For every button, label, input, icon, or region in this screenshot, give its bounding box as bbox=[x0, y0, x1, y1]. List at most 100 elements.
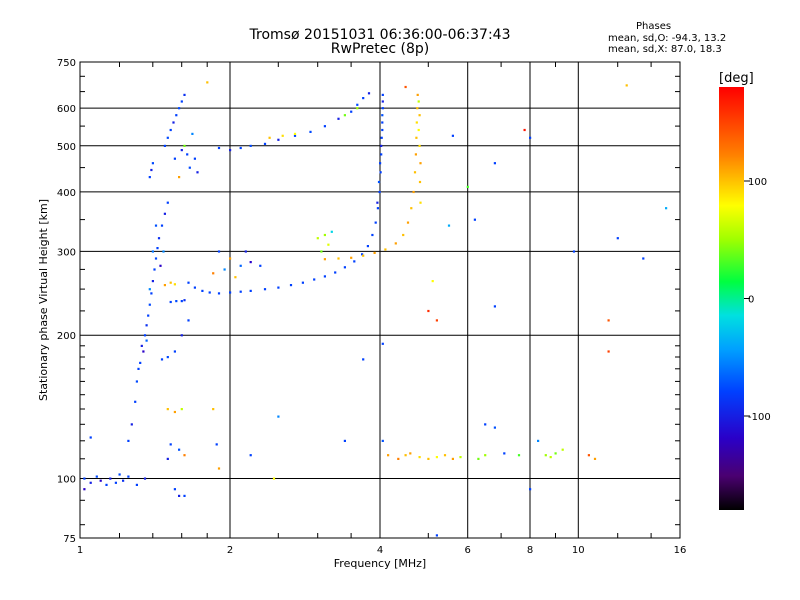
data-point bbox=[188, 166, 191, 169]
data-point bbox=[175, 114, 178, 117]
data-point bbox=[135, 380, 138, 383]
data-point bbox=[169, 281, 172, 284]
data-point bbox=[380, 144, 383, 147]
data-point bbox=[381, 439, 384, 442]
data-point bbox=[616, 237, 619, 240]
data-point bbox=[249, 454, 252, 457]
data-point bbox=[180, 334, 183, 337]
data-point bbox=[301, 281, 304, 284]
data-point bbox=[183, 454, 186, 457]
x-tick-label: 1 bbox=[77, 545, 83, 556]
data-point bbox=[277, 138, 280, 141]
x-tick-label: 8 bbox=[527, 545, 533, 556]
data-point bbox=[493, 162, 496, 165]
data-point bbox=[180, 408, 183, 411]
y-tick-label: 200 bbox=[57, 331, 76, 342]
data-point bbox=[380, 136, 383, 139]
data-point bbox=[150, 292, 153, 295]
x-tick-labels: 1 2 4 6 8 10 16 bbox=[77, 545, 687, 556]
data-point bbox=[451, 457, 454, 460]
data-point bbox=[89, 436, 92, 439]
data-point bbox=[151, 280, 154, 283]
y-tick-label: 500 bbox=[57, 142, 76, 153]
scatter-points bbox=[83, 81, 668, 537]
data-point bbox=[289, 284, 293, 287]
y-tick-label: 75 bbox=[63, 534, 76, 545]
data-point bbox=[366, 245, 369, 248]
data-point bbox=[217, 146, 221, 150]
y-tick-labels: 750 600 500 400 300 200 100 75 bbox=[57, 58, 76, 545]
data-point bbox=[127, 475, 130, 478]
data-point bbox=[89, 481, 92, 484]
data-point bbox=[412, 190, 415, 194]
chart-title: Tromsø 20151031 06:36:00-06:37:43 bbox=[249, 27, 511, 43]
data-point bbox=[376, 201, 379, 204]
data-point bbox=[607, 319, 610, 322]
x-tick-label: 2 bbox=[227, 545, 233, 556]
data-point bbox=[431, 280, 434, 283]
data-point bbox=[160, 224, 164, 227]
data-point bbox=[127, 439, 130, 442]
data-point bbox=[173, 350, 176, 353]
minor-ticks bbox=[80, 62, 680, 538]
data-point bbox=[193, 286, 196, 289]
data-point bbox=[178, 448, 181, 451]
data-point bbox=[607, 350, 610, 353]
data-point bbox=[330, 230, 333, 233]
data-point bbox=[183, 299, 186, 302]
data-point bbox=[523, 128, 526, 132]
grid-lines bbox=[80, 62, 680, 538]
data-point bbox=[151, 250, 154, 253]
data-point bbox=[148, 176, 151, 179]
data-point bbox=[159, 264, 162, 267]
data-point bbox=[435, 534, 438, 537]
data-point bbox=[371, 233, 374, 237]
data-point bbox=[178, 494, 181, 497]
data-point bbox=[416, 93, 419, 96]
data-point bbox=[367, 92, 371, 95]
data-point bbox=[415, 136, 418, 139]
data-point bbox=[459, 456, 462, 459]
data-point bbox=[394, 242, 397, 245]
data-point bbox=[134, 400, 137, 403]
data-point bbox=[549, 456, 552, 459]
data-point bbox=[361, 253, 364, 256]
y-tick-label: 100 bbox=[57, 475, 76, 486]
data-point bbox=[183, 144, 186, 147]
data-point bbox=[166, 457, 169, 460]
data-point bbox=[249, 144, 252, 147]
data-point bbox=[435, 456, 438, 459]
colorbar-unit: [deg] bbox=[719, 71, 754, 86]
data-point bbox=[166, 356, 169, 359]
data-point bbox=[186, 153, 189, 156]
data-point bbox=[105, 483, 108, 486]
phases-title: Phases bbox=[636, 21, 672, 32]
y-tick-label: 750 bbox=[57, 58, 76, 69]
data-point bbox=[208, 291, 211, 294]
data-point bbox=[217, 250, 221, 253]
data-point bbox=[249, 289, 252, 292]
data-point bbox=[263, 142, 267, 145]
data-point bbox=[172, 121, 175, 124]
data-point bbox=[417, 128, 420, 132]
data-point bbox=[259, 264, 262, 267]
data-point bbox=[135, 483, 138, 486]
data-point bbox=[166, 408, 169, 411]
colorbar-tick-label: 0 bbox=[748, 295, 754, 306]
data-point bbox=[173, 410, 176, 414]
data-point bbox=[212, 272, 215, 275]
data-point bbox=[350, 110, 353, 113]
data-point bbox=[122, 479, 125, 482]
data-point bbox=[503, 452, 506, 455]
data-point bbox=[404, 454, 407, 457]
data-point bbox=[147, 314, 150, 317]
data-point bbox=[362, 97, 365, 100]
data-point bbox=[163, 212, 166, 215]
data-point bbox=[162, 250, 165, 253]
data-point bbox=[484, 454, 487, 457]
x-tick-label: 10 bbox=[572, 545, 585, 556]
data-point bbox=[143, 334, 147, 337]
data-point bbox=[95, 475, 98, 478]
data-point bbox=[323, 258, 326, 261]
